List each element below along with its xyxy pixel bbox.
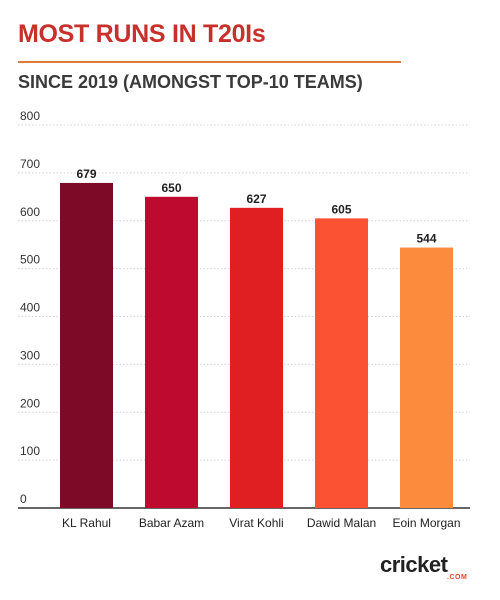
title-divider — [18, 61, 401, 63]
y-tick-label: 800 — [20, 109, 40, 123]
bar — [230, 207, 283, 509]
bar — [400, 247, 453, 508]
x-tick-label: Virat Kohli — [229, 516, 283, 530]
x-tick-label: Babar Azam — [139, 516, 204, 530]
x-tick-label: Eoin Morgan — [392, 516, 460, 530]
brand-logo-text: cricket — [380, 552, 448, 577]
y-tick-label: 200 — [20, 396, 40, 410]
bar — [60, 182, 113, 508]
data-label: 605 — [331, 202, 351, 216]
data-label: 679 — [76, 167, 96, 181]
y-tick-label: 500 — [20, 253, 40, 267]
bar — [145, 196, 198, 508]
brand-logo-sub: .COM — [447, 574, 468, 581]
x-tick-label: Dawid Malan — [307, 516, 376, 530]
y-tick-label: 400 — [20, 301, 40, 315]
bar — [315, 218, 368, 508]
chart-title: MOST RUNS IN T20Is — [18, 20, 266, 48]
y-tick-label: 600 — [20, 205, 40, 219]
y-tick-label: 300 — [20, 348, 40, 362]
y-tick-label: 100 — [20, 444, 40, 458]
y-tick-label: 700 — [20, 157, 40, 171]
data-label: 650 — [161, 181, 181, 195]
chart-subtitle: SINCE 2019 (AMONGST TOP-10 TEAMS) — [18, 72, 363, 92]
y-tick-label: 0 — [20, 492, 27, 506]
data-label: 627 — [246, 192, 266, 206]
x-tick-label: KL Rahul — [62, 516, 111, 530]
brand-logo: cricket .COM — [380, 552, 480, 586]
data-label: 544 — [416, 232, 436, 246]
